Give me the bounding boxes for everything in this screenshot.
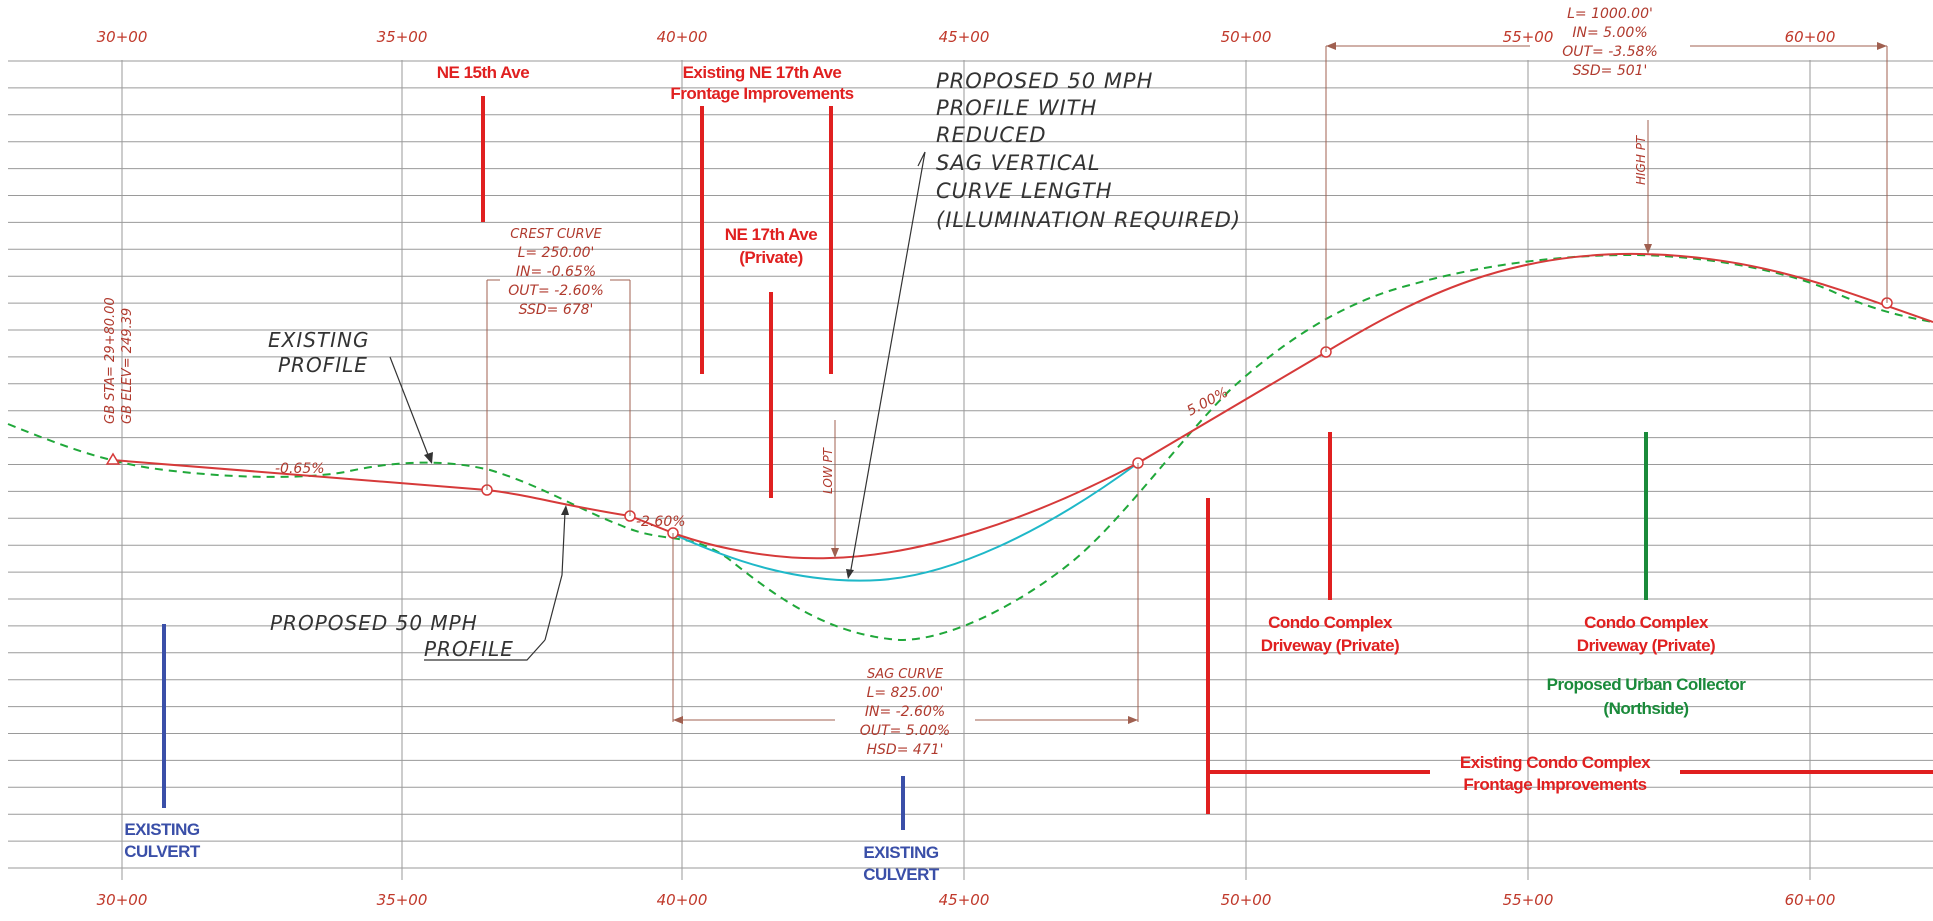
sag-curve-data: SAG CURVE [867, 667, 944, 682]
existing-profile-callout: EXISTING [268, 328, 370, 352]
culvert-label: CULVERT [124, 842, 201, 861]
high-point-label: HIGH PT [1634, 134, 1648, 185]
ne17-frontage-label: Existing NE 17th Ave [683, 63, 842, 82]
station-grid-lines [121, 60, 1811, 880]
ne15-label: NE 15th Ave [437, 63, 529, 82]
vertical-points [105, 297, 1893, 539]
sag-curve-data: IN= -2.60% [865, 704, 945, 720]
condo-driveway-label: Driveway (Private) [1261, 636, 1399, 655]
reduced-profile-callout: PROFILE WITH [936, 96, 1097, 120]
condo-driveway-label: Condo Complex [1268, 613, 1393, 632]
station-label-top: 45+00 [939, 28, 990, 46]
station-label-bottom: 50+00 [1221, 891, 1272, 909]
station-label-bottom: 30+00 [97, 891, 148, 909]
crest-curve-data: IN= -0.65% [516, 264, 596, 280]
station-label-top: 30+00 [97, 28, 148, 46]
reduced-profile-callout: CURVE LENGTH [936, 179, 1113, 203]
ne17-private-label: NE 17th Ave [725, 225, 817, 244]
condo-frontage-label: Frontage Improvements [1463, 775, 1646, 794]
condo-driveway-label: Condo Complex [1584, 613, 1709, 632]
station-label-top: 40+00 [657, 28, 708, 46]
culvert-markers [162, 624, 905, 830]
crest-curve-data: OUT= -2.60% [508, 283, 604, 299]
proposed-profile-callout: PROFILE [424, 637, 514, 661]
station-label-top: 55+00 [1503, 28, 1554, 46]
culvert-label: EXISTING [124, 820, 200, 839]
ne17-frontage-label: Frontage Improvements [670, 84, 853, 103]
station-label-top: 50+00 [1221, 28, 1272, 46]
reduced-profile-callout: (ILLUMINATION REQUIRED) [936, 208, 1241, 232]
reduced-profile-callout: REDUCED [936, 123, 1047, 147]
station-label-bottom: 55+00 [1503, 891, 1554, 909]
summit-curve-data: IN= 5.00% [1572, 25, 1647, 41]
gb-elevation-label: GB ELEV= 249.39 [120, 308, 135, 424]
low-point-label: LOW PT [821, 446, 835, 494]
culvert-label: EXISTING [863, 843, 939, 862]
dimension-arrowheads [673, 42, 1887, 724]
reduced-sag-curve-line [672, 462, 1139, 582]
callout-underline [424, 639, 546, 661]
summit-curve-data: OUT= -3.58% [1562, 44, 1658, 60]
curve-dimension-lines [486, 45, 1888, 722]
condo-driveway-label: Driveway (Private) [1577, 636, 1715, 655]
station-label-bottom: 60+00 [1785, 891, 1836, 909]
summit-curve-data: L= 1000.00' [1567, 6, 1653, 22]
cross-street-markers [481, 96, 1933, 814]
crest-curve-data: CREST CURVE [510, 227, 602, 242]
gb-station-label: GB STA= 29+80.00 [103, 297, 118, 424]
reduced-profile-callout: PROPOSED 50 MPH [936, 69, 1153, 93]
existing-profile-callout: PROFILE [278, 353, 368, 377]
sag-curve-data: L= 825.00' [867, 685, 944, 701]
elevation-grid-lines [8, 60, 1933, 869]
station-label-top: 60+00 [1785, 28, 1836, 46]
station-label-bottom: 45+00 [939, 891, 990, 909]
station-label-bottom: 35+00 [377, 891, 428, 909]
grade-label: -0.65% [275, 461, 325, 477]
urban-collector-label: Proposed Urban Collector [1547, 675, 1747, 694]
urban-collector-label: (Northside) [1603, 699, 1688, 718]
callout-arrowheads [424, 452, 854, 579]
sag-curve-data: OUT= 5.00% [860, 723, 950, 739]
proposed-profile-line [111, 252, 1933, 560]
condo-frontage-label: Existing Condo Complex [1460, 753, 1651, 772]
crest-curve-data: SSD= 678' [519, 302, 594, 318]
grade-label: -2.60% [636, 514, 686, 530]
summit-curve-data: SSD= 501' [1573, 63, 1648, 79]
station-label-bottom: 40+00 [657, 891, 708, 909]
crest-curve-data: L= 250.00' [518, 245, 595, 261]
proposed-profile-callout: PROPOSED 50 MPH [270, 611, 478, 635]
station-label-top: 35+00 [377, 28, 428, 46]
reduced-profile-callout: SAG VERTICAL [936, 151, 1101, 175]
ne17-private-label: (Private) [739, 248, 803, 267]
culvert-label: CULVERT [863, 865, 940, 884]
callout-leaders [389, 151, 926, 641]
sag-curve-data: HSD= 471' [867, 742, 944, 758]
